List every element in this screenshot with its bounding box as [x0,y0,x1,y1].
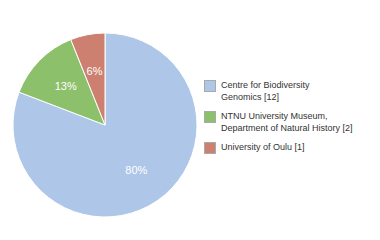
html-text:Centre for Biodiversity Genomi: Centre for Biodiversity Genomics [12] [221,80,310,102]
html-text:University of Oulu [1]: University of Oulu [1] [221,142,305,152]
svg-text:80%: 80% [125,164,147,176]
html-text:NTNU University Museum, Depart: NTNU University Museum, Department of Na… [221,111,353,133]
svg-text:13%: 13% [55,80,77,92]
svg-text:6%: 6% [87,65,103,77]
